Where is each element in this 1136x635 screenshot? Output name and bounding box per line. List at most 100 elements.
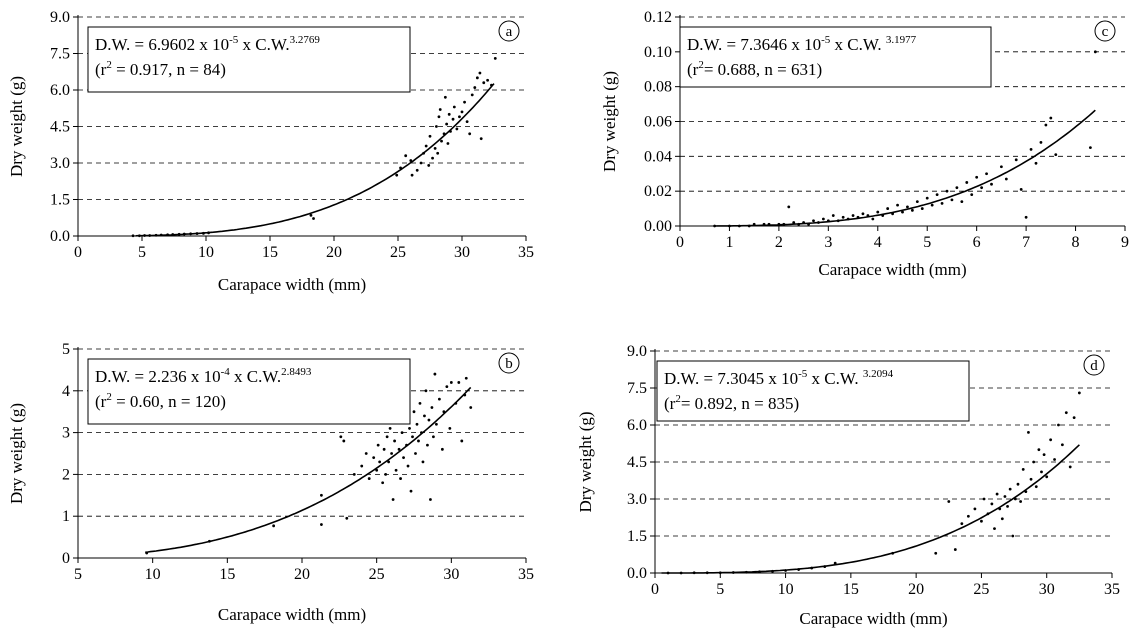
data-point	[424, 389, 428, 393]
data-point	[339, 435, 343, 439]
data-point	[445, 385, 449, 389]
equation-line-2: (r2 = 0.60, n = 120)	[95, 391, 226, 411]
data-point	[1039, 141, 1043, 144]
data-point	[841, 215, 845, 219]
data-point	[1004, 177, 1008, 181]
data-point	[925, 196, 929, 200]
data-point	[463, 100, 466, 104]
y-tick-label: 0.06	[644, 114, 672, 131]
data-point	[406, 464, 410, 468]
y-tick-label: 0.12	[644, 9, 672, 26]
data-point	[443, 95, 447, 99]
data-point	[980, 519, 983, 523]
data-point	[385, 435, 389, 439]
data-point	[411, 435, 414, 439]
data-point	[364, 452, 368, 455]
data-point	[452, 105, 456, 109]
data-point	[965, 181, 969, 184]
equation-text: x C.W.	[238, 35, 289, 54]
y-tick-label: 5	[62, 341, 70, 358]
data-point	[447, 112, 451, 116]
equation-exponent: -4	[221, 366, 231, 378]
data-point	[1077, 391, 1081, 395]
data-point	[920, 207, 924, 210]
x-tick-label: 8	[1072, 234, 1080, 251]
y-tick-label: 0.02	[644, 183, 672, 200]
equation-exponent: 3.2769	[290, 34, 321, 46]
equation-box	[679, 26, 992, 88]
data-point	[418, 401, 422, 405]
data-point	[1053, 458, 1056, 461]
data-point	[1006, 505, 1009, 508]
data-point	[390, 452, 393, 455]
y-tick-label: 7.5	[627, 380, 647, 397]
data-point	[272, 524, 276, 528]
data-point	[408, 427, 411, 430]
x-tick-label: 9	[1121, 234, 1129, 251]
y-tick-label: 1.5	[627, 528, 647, 545]
y-tick-label: 1.5	[50, 192, 70, 209]
y-tick-label: 6.0	[50, 82, 70, 99]
data-point	[934, 551, 938, 555]
data-point	[486, 78, 489, 82]
x-tick-label: 0	[74, 244, 82, 261]
data-point	[960, 200, 964, 204]
panel-letter-circle	[1083, 354, 1105, 376]
data-point	[384, 473, 388, 476]
data-point	[901, 210, 904, 214]
panel-letter: d	[1090, 358, 1098, 374]
fit-curve	[145, 386, 472, 554]
data-point	[1003, 495, 1007, 498]
data-point	[345, 516, 349, 520]
data-point	[953, 548, 957, 551]
y-tick-label: 1	[62, 508, 70, 525]
equation-text: D.W. = 7.3646 x 10	[687, 35, 821, 54]
data-point	[440, 447, 444, 451]
data-point	[438, 108, 442, 111]
x-tick-label: 25	[390, 244, 406, 261]
data-point	[448, 427, 452, 430]
panel-letter: a	[506, 24, 513, 40]
data-point	[990, 502, 994, 506]
y-tick-label: 7.5	[50, 46, 70, 63]
data-point	[435, 422, 438, 426]
data-point	[831, 214, 835, 217]
data-point	[493, 56, 497, 60]
data-point	[429, 498, 432, 501]
y-axis-label: Dry weight (g)	[7, 76, 26, 177]
data-point	[309, 213, 313, 217]
x-tick-label: 30	[443, 566, 459, 583]
y-tick-label: 0.00	[644, 218, 672, 235]
data-point	[861, 212, 865, 216]
data-point	[833, 561, 837, 565]
x-tick-label: 2	[775, 234, 783, 251]
data-point	[465, 120, 469, 124]
equation-line-1: D.W. = 7.3045 x 10-5 x C.W. 3.2094	[664, 368, 894, 388]
x-tick-label: 30	[1039, 581, 1055, 598]
data-point	[792, 221, 796, 224]
data-point	[458, 115, 461, 119]
x-tick-label: 10	[198, 244, 214, 261]
data-point	[1088, 146, 1092, 150]
data-point	[440, 139, 443, 143]
data-point	[320, 523, 323, 526]
data-point	[935, 193, 939, 197]
equation-line-2: (r2= 0.688, n = 631)	[687, 59, 822, 79]
x-tick-label: 3	[824, 234, 832, 251]
data-point	[457, 381, 461, 384]
y-tick-label: 0.04	[644, 148, 672, 165]
equation-text: = 0.917, n = 84)	[112, 60, 226, 79]
data-point	[1027, 431, 1030, 434]
data-point	[402, 456, 405, 460]
data-point	[445, 122, 449, 126]
x-tick-label: 7	[1022, 234, 1030, 251]
data-point	[993, 527, 996, 530]
x-tick-label: 25	[369, 566, 385, 583]
data-point	[391, 498, 395, 501]
data-point	[787, 205, 791, 209]
y-tick-label: 3	[62, 425, 70, 442]
data-point	[436, 151, 440, 155]
x-tick-label: 20	[294, 566, 310, 583]
panel-letter-circle	[498, 20, 520, 42]
x-tick-label: 10	[145, 566, 161, 583]
